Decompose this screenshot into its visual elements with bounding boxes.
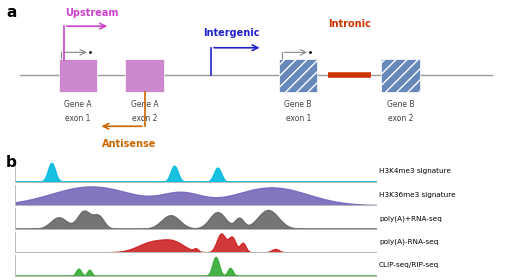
- Bar: [279, 59, 317, 92]
- Bar: [381, 59, 420, 92]
- Text: exon 1: exon 1: [286, 114, 311, 123]
- Text: poly(A)+RNA-seq: poly(A)+RNA-seq: [379, 215, 442, 222]
- Text: poly(A)-RNA-seq: poly(A)-RNA-seq: [379, 239, 438, 245]
- Text: exon 1: exon 1: [66, 114, 91, 123]
- Bar: [59, 59, 97, 92]
- Text: Antisense: Antisense: [102, 139, 157, 149]
- Text: Intronic: Intronic: [328, 19, 371, 29]
- Text: Upstream: Upstream: [66, 8, 119, 18]
- Text: H3K36me3 signature: H3K36me3 signature: [379, 192, 456, 198]
- Text: a: a: [6, 5, 16, 20]
- Text: Gene B: Gene B: [387, 100, 414, 109]
- Bar: [125, 59, 164, 92]
- Text: Gene A: Gene A: [65, 100, 92, 109]
- Text: CLIP-seq/RIP-seq: CLIP-seq/RIP-seq: [379, 262, 439, 269]
- Text: b: b: [6, 155, 17, 171]
- Text: Gene B: Gene B: [285, 100, 312, 109]
- Text: exon 2: exon 2: [132, 114, 157, 123]
- Text: H3K4me3 signature: H3K4me3 signature: [379, 168, 451, 174]
- Text: Intergenic: Intergenic: [203, 29, 260, 39]
- Text: exon 2: exon 2: [388, 114, 413, 123]
- Text: Gene A: Gene A: [131, 100, 158, 109]
